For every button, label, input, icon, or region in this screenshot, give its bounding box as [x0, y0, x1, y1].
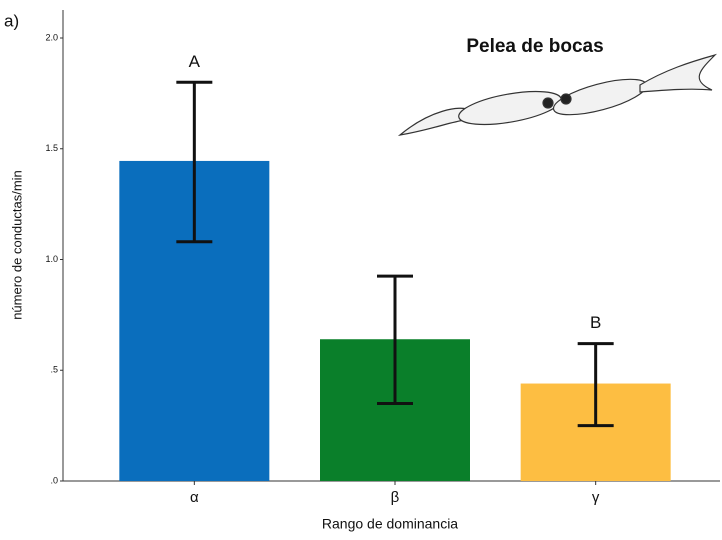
x-tick-label: γ [592, 489, 600, 506]
y-tick-label: 1.0 [45, 254, 58, 264]
panel-label: a) [4, 11, 19, 30]
x-axis-label: Rango de dominancia [322, 516, 458, 532]
x-tick-label: β [391, 489, 400, 506]
y-tick-label: .5 [50, 365, 58, 375]
y-tick-label: 1.5 [45, 143, 58, 153]
chart-title: Pelea de bocas [466, 36, 603, 57]
y-axis-label: número de conductas/min [9, 170, 24, 320]
significance-letter: B [590, 313, 601, 332]
y-tick-label: 2.0 [45, 32, 58, 42]
y-tick-label: .0 [50, 475, 58, 485]
significance-letter: A [189, 52, 201, 71]
x-tick-label: α [190, 489, 199, 506]
chart: a) Pelea de bocas número de conductas/mi… [0, 0, 722, 540]
fish-illustration [400, 55, 715, 135]
